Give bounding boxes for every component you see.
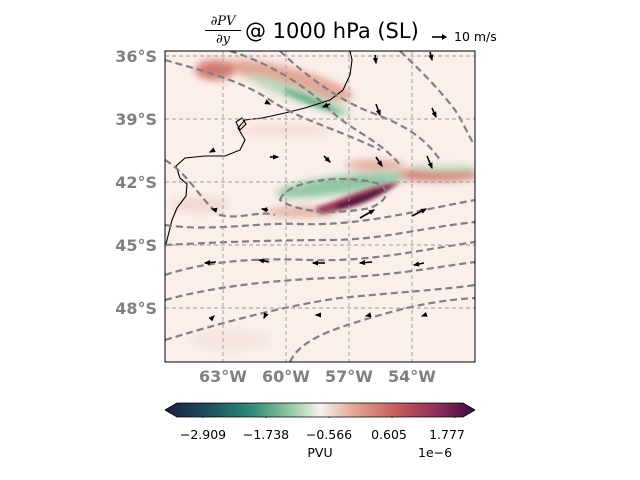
colorbar-tick-label: 0.605 <box>371 427 407 442</box>
colorbar-exponent: 1e−6 <box>418 445 453 460</box>
lat-label: 39°S <box>115 110 157 129</box>
lat-label: 45°S <box>115 236 157 255</box>
lat-label: 48°S <box>115 299 157 318</box>
title-text: @ 1000 hPa (SL) <box>245 19 419 43</box>
lat-label: 36°S <box>115 47 157 66</box>
lat-label: 42°S <box>115 173 157 192</box>
colorbar-tick-label: 1.777 <box>429 427 465 442</box>
colorbar-tick-label: −2.909 <box>179 427 227 442</box>
lon-label: 57°W <box>325 367 373 386</box>
title-fraction: ∂PV ∂y <box>205 14 241 47</box>
wind-vectors <box>203 51 437 322</box>
figure-title: ∂PV ∂y @ 1000 hPa (SL) <box>205 14 445 54</box>
colorbar <box>165 402 475 418</box>
lon-label: 63°W <box>199 367 247 386</box>
arrow-right-icon <box>432 34 447 40</box>
colorbar-tick-label: −0.566 <box>305 427 353 442</box>
map-frame <box>164 50 476 363</box>
title-numerator: ∂PV <box>205 14 241 31</box>
map-plot-area <box>165 51 475 362</box>
gridlines <box>165 51 475 362</box>
quiver-key: 10 m/s <box>432 28 512 44</box>
pv-gradient-field <box>170 59 475 352</box>
colorbar-tick-label: −1.738 <box>242 427 290 442</box>
colorbar-label: PVU <box>307 445 333 460</box>
title-denominator: ∂y <box>215 32 231 47</box>
coastline <box>165 51 353 247</box>
quiver-key-label: 10 m/s <box>454 29 497 44</box>
lon-label: 54°W <box>388 367 436 386</box>
lon-label: 60°W <box>262 367 310 386</box>
